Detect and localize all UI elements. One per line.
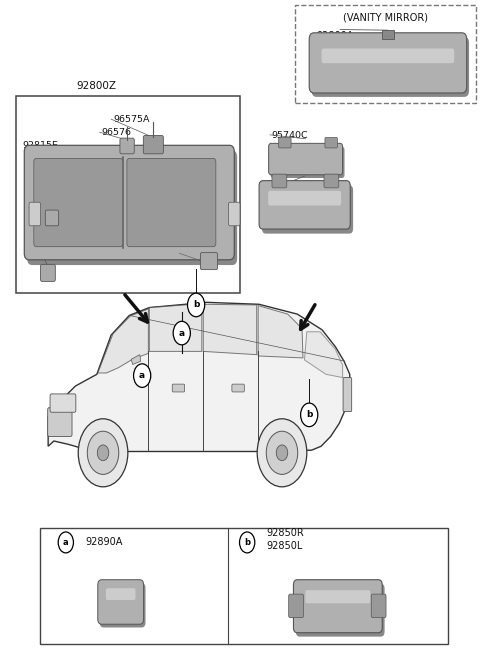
Bar — [39, 528, 447, 644]
FancyBboxPatch shape — [144, 135, 163, 154]
Circle shape — [87, 431, 119, 474]
Text: 92890A: 92890A — [85, 537, 122, 547]
Text: 92800A: 92800A — [316, 31, 354, 41]
FancyBboxPatch shape — [48, 407, 72, 436]
FancyBboxPatch shape — [309, 33, 467, 93]
Circle shape — [58, 532, 73, 553]
Bar — [382, 30, 394, 39]
Text: 76120: 76120 — [37, 236, 67, 244]
Circle shape — [133, 364, 151, 388]
Polygon shape — [304, 332, 343, 378]
Text: 92830B: 92830B — [144, 206, 181, 215]
Circle shape — [300, 403, 318, 426]
Text: 92800Z: 92800Z — [77, 81, 117, 91]
Text: a: a — [139, 371, 145, 380]
Text: b: b — [244, 538, 250, 547]
Text: 92815E: 92815E — [23, 141, 59, 150]
Polygon shape — [48, 302, 350, 451]
FancyBboxPatch shape — [324, 174, 339, 188]
FancyBboxPatch shape — [279, 137, 291, 148]
Circle shape — [97, 445, 109, 461]
Text: (VANITY MIRROR): (VANITY MIRROR) — [343, 12, 428, 22]
FancyBboxPatch shape — [269, 143, 343, 175]
Text: a: a — [63, 538, 69, 547]
Bar — [295, 5, 476, 102]
FancyBboxPatch shape — [271, 147, 345, 178]
Polygon shape — [258, 306, 303, 358]
FancyBboxPatch shape — [296, 583, 384, 637]
FancyBboxPatch shape — [343, 378, 352, 411]
FancyBboxPatch shape — [322, 49, 454, 63]
Polygon shape — [149, 304, 202, 351]
FancyBboxPatch shape — [325, 137, 337, 148]
FancyBboxPatch shape — [288, 594, 303, 618]
FancyBboxPatch shape — [272, 174, 287, 188]
FancyBboxPatch shape — [305, 590, 370, 603]
Text: b: b — [193, 300, 199, 309]
FancyBboxPatch shape — [228, 202, 240, 226]
FancyBboxPatch shape — [120, 138, 134, 154]
FancyBboxPatch shape — [262, 185, 353, 234]
Circle shape — [257, 419, 307, 487]
Text: 95740C: 95740C — [271, 131, 308, 140]
FancyBboxPatch shape — [172, 384, 185, 392]
FancyBboxPatch shape — [232, 384, 244, 392]
FancyBboxPatch shape — [29, 202, 40, 226]
FancyBboxPatch shape — [27, 150, 237, 265]
Text: b: b — [306, 411, 312, 419]
Circle shape — [266, 431, 298, 474]
Polygon shape — [98, 309, 148, 373]
Polygon shape — [203, 304, 257, 355]
FancyBboxPatch shape — [127, 158, 216, 247]
FancyBboxPatch shape — [268, 191, 341, 206]
Text: 96576: 96576 — [102, 127, 132, 137]
FancyBboxPatch shape — [293, 579, 382, 633]
Text: 96575A: 96575A — [114, 115, 150, 124]
Text: a: a — [179, 328, 185, 338]
Circle shape — [276, 445, 288, 461]
FancyBboxPatch shape — [24, 145, 234, 260]
FancyBboxPatch shape — [200, 252, 217, 269]
Text: 92800V: 92800V — [271, 187, 308, 196]
FancyBboxPatch shape — [259, 181, 350, 229]
Circle shape — [188, 293, 204, 317]
Circle shape — [78, 419, 128, 487]
FancyBboxPatch shape — [50, 394, 76, 412]
Bar — [16, 97, 240, 292]
FancyBboxPatch shape — [40, 264, 55, 281]
Circle shape — [173, 321, 191, 345]
FancyBboxPatch shape — [98, 579, 144, 624]
FancyBboxPatch shape — [312, 37, 469, 97]
Circle shape — [240, 532, 255, 553]
Polygon shape — [131, 355, 141, 365]
FancyBboxPatch shape — [34, 158, 123, 247]
Text: 92850R
92850L: 92850R 92850L — [266, 528, 304, 551]
FancyBboxPatch shape — [45, 210, 59, 226]
FancyBboxPatch shape — [106, 588, 135, 600]
FancyBboxPatch shape — [100, 583, 145, 627]
FancyBboxPatch shape — [371, 594, 386, 618]
